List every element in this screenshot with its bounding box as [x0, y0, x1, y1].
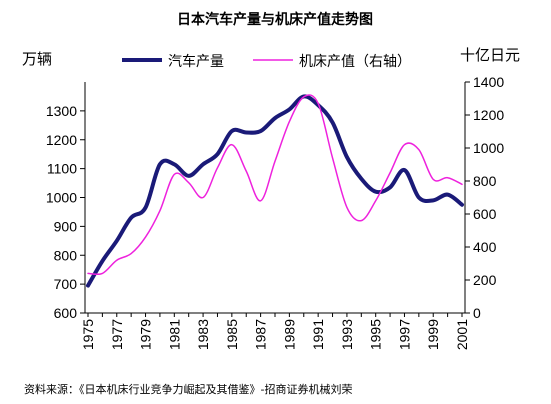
x-tick-label: 1999 [425, 319, 441, 350]
right-tick-label: 400 [473, 239, 497, 255]
x-tick-label: 1995 [368, 319, 384, 350]
left-tick-label: 800 [54, 247, 78, 263]
left-tick-label: 900 [54, 218, 78, 234]
x-tick-label: 1977 [109, 319, 125, 350]
x-tick-label: 1975 [80, 319, 96, 350]
left-tick-label: 600 [54, 305, 78, 321]
axes: 600 700 800 900 1000 1100 1200 1300 0 200 400 600 80… [46, 74, 505, 350]
right-tick-label: 800 [473, 173, 497, 189]
x-tick-label: 1997 [396, 319, 412, 350]
right-tick-label: 1400 [473, 74, 504, 90]
right-tick-label: 1000 [473, 140, 504, 156]
x-tick-label: 1985 [224, 319, 240, 350]
x-tick-label: 1991 [310, 319, 326, 350]
left-tick-label: 1000 [46, 190, 77, 206]
right-tick-label: 0 [473, 305, 481, 321]
left-tick-label: 1300 [46, 103, 77, 119]
right-tick-label: 1200 [473, 107, 504, 123]
series-car-production-line [86, 94, 464, 288]
x-tick-label: 1979 [138, 319, 154, 350]
legend: 汽车产量 机床产值（右轴） [122, 53, 411, 70]
right-tick-label: 200 [473, 272, 497, 288]
x-tick-label: 1987 [253, 319, 269, 350]
series-layer [86, 94, 464, 288]
left-tick-label: 1100 [47, 161, 77, 177]
x-tick-label: 1993 [339, 319, 355, 350]
left-tick-label: 1200 [46, 132, 77, 148]
legend-label-machine-tool-output: 机床产值（右轴） [299, 54, 411, 70]
source-note: 资料来源：《日本机床行业竞争力崛起及其借鉴》-招商证券机械刘荣 [24, 382, 352, 396]
legend-label-car-production: 汽车产量 [168, 53, 224, 70]
x-tick-label: 1981 [166, 319, 182, 350]
series-machine-tool-output-line [87, 94, 463, 276]
chart-title: 日本汽车产量与机床产值走势图 [177, 11, 373, 28]
x-tick-label: 1989 [281, 319, 297, 350]
right-tick-label: 600 [473, 206, 497, 222]
right-axis-unit: 十亿日元 [460, 46, 520, 64]
x-tick-label: 1983 [195, 319, 211, 350]
left-tick-label: 700 [54, 276, 78, 292]
left-axis-unit: 万辆 [22, 50, 52, 68]
x-tick-label: 2001 [454, 319, 470, 350]
